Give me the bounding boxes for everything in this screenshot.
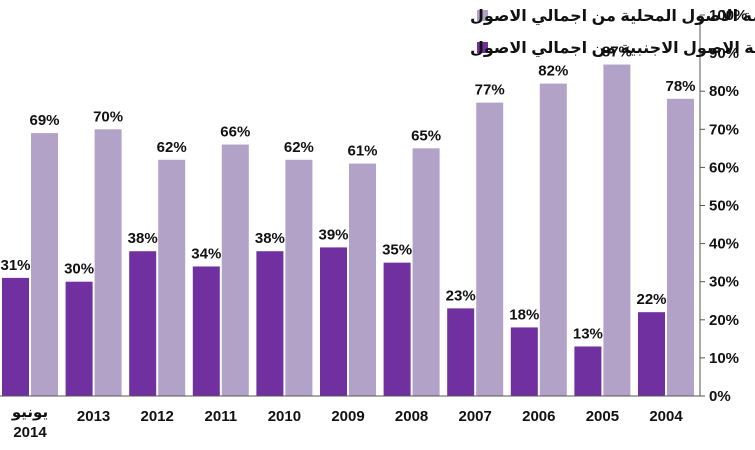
bar-local-2 <box>158 159 186 396</box>
legend-label-local: نسبة مساهمة الاصول المحلية من اجمالي الا… <box>470 8 755 26</box>
bar-foreign-10 <box>638 312 665 396</box>
bar-local-3 <box>221 144 249 396</box>
bar-foreign-7 <box>447 308 475 396</box>
data-label-foreign-8: 18% <box>509 306 539 323</box>
data-label-local-5: 61% <box>347 143 377 160</box>
category-label-6: 2008 <box>395 408 428 425</box>
bar-foreign-3 <box>192 266 220 396</box>
category-label-4: 2010 <box>268 408 301 425</box>
data-label-local-3: 66% <box>220 124 250 141</box>
bar-foreign-4 <box>256 251 284 396</box>
data-label-local-1: 70% <box>93 108 123 125</box>
data-label-foreign-10: 22% <box>636 291 666 308</box>
category-label-10: 2004 <box>649 408 683 425</box>
y-tick-label-0: 0% <box>709 388 731 405</box>
y-tick-label-8: 80% <box>709 83 739 100</box>
category-label-3: 2011 <box>205 408 238 425</box>
y-tick-label-6: 60% <box>709 159 739 176</box>
data-label-local-4: 62% <box>284 139 314 156</box>
category-label-5: 2009 <box>331 408 364 425</box>
bar-local-7 <box>476 102 504 396</box>
y-tick-label-9: 90% <box>709 45 739 62</box>
data-label-local-7: 77% <box>475 82 505 99</box>
data-label-foreign-4: 38% <box>255 230 285 247</box>
bar-local-0 <box>31 133 58 397</box>
bar-local-9 <box>603 64 631 396</box>
y-tick-label-7: 70% <box>709 121 739 138</box>
category-label-8: 2006 <box>522 408 555 425</box>
bars-group <box>2 64 694 397</box>
category-label-7: 2007 <box>459 408 492 425</box>
data-label-foreign-2: 38% <box>128 230 158 247</box>
bar-foreign-8 <box>510 327 538 396</box>
y-tick-label-3: 30% <box>709 274 739 291</box>
y-tick-label-4: 40% <box>709 236 739 253</box>
y-tick-label-2: 20% <box>709 312 739 329</box>
category-label-9: 2005 <box>586 408 619 425</box>
bar-local-1 <box>94 129 122 397</box>
category-label-2: 2012 <box>141 408 174 425</box>
data-label-local-9: 87% <box>602 44 632 61</box>
data-label-local-6: 65% <box>411 127 441 144</box>
y-tick-label-5: 50% <box>709 198 739 215</box>
legend: نسبة مساهمة الاصول المحلية من اجمالي الا… <box>470 8 755 58</box>
x-axis: يونيو 2014 2013 2012 2011 2010 2009 2008 2007 200… <box>11 404 683 441</box>
y-axis: 0% 10% 20% 30% 40% 50% 60% 70% 80% 90% 100% <box>700 7 747 405</box>
category-label-0: يونيو 2014 <box>11 404 48 441</box>
legend-swatch-local <box>477 10 488 21</box>
data-label-local-0: 69% <box>29 112 59 129</box>
data-label-foreign-7: 23% <box>446 287 476 304</box>
bar-local-6 <box>412 148 440 396</box>
legend-swatch-foreign <box>477 42 488 53</box>
bar-foreign-2 <box>129 251 157 396</box>
data-label-foreign-6: 35% <box>382 242 412 259</box>
data-label-local-2: 62% <box>157 139 187 156</box>
data-label-local-8: 82% <box>538 63 568 80</box>
bar-local-10 <box>667 98 694 396</box>
bar-foreign-5 <box>320 247 347 396</box>
bar-local-5 <box>349 163 376 396</box>
bar-local-8 <box>539 83 567 396</box>
data-label-local-10: 78% <box>665 78 695 95</box>
bar-foreign-1 <box>65 281 93 396</box>
legend-label-foreign: نسبة مساهمة الاصول الاجنبية من اجمالي ال… <box>470 40 755 58</box>
bar-foreign-6 <box>383 262 411 396</box>
bar-foreign-0 <box>2 277 29 396</box>
data-label-foreign-1: 30% <box>64 261 94 278</box>
data-label-foreign-3: 34% <box>191 245 221 262</box>
bar-local-4 <box>285 159 313 396</box>
data-label-foreign-0: 31% <box>0 257 30 274</box>
y-tick-label-10: 100% <box>709 7 747 24</box>
category-label-1: 2013 <box>77 408 110 425</box>
y-tick-label-1: 10% <box>709 350 739 367</box>
bar-foreign-9 <box>574 346 602 396</box>
data-label-foreign-9: 13% <box>573 325 603 342</box>
data-label-foreign-5: 39% <box>318 226 348 243</box>
data-labels-group: 31% 69% 30% 70% 38% 62% 34% 66% 38% 62% 39% 61% 35% 6… <box>0 44 695 343</box>
